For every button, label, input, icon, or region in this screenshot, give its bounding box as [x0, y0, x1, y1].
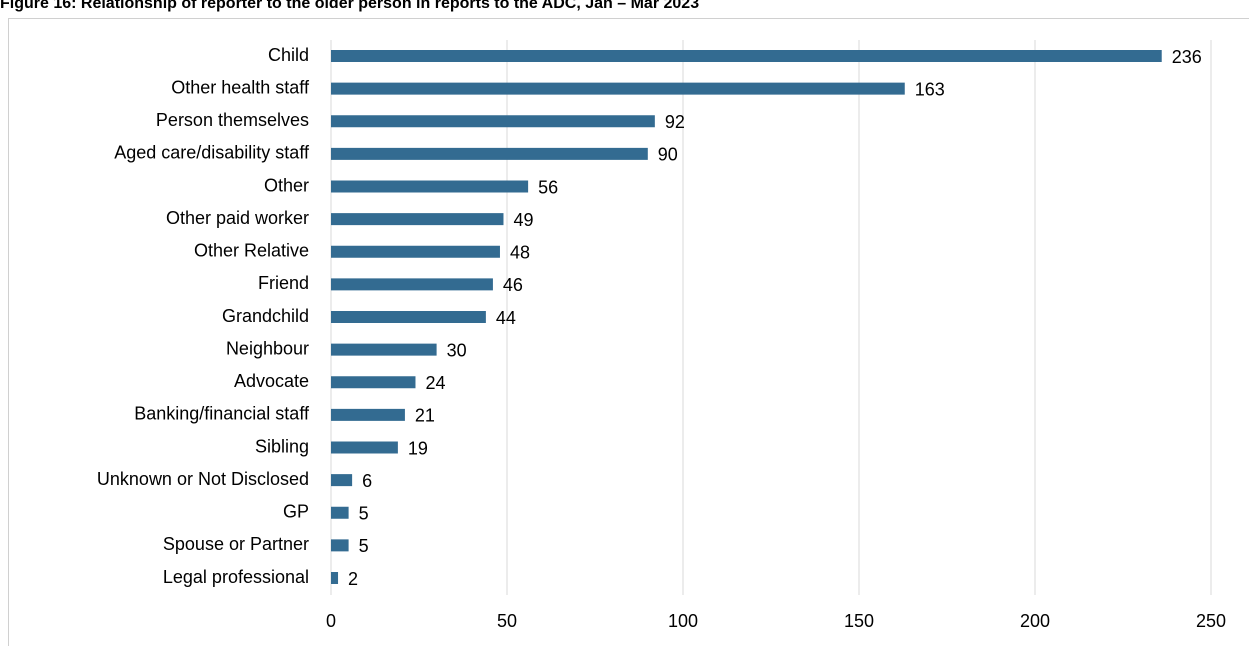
y-tick-label: GP: [283, 502, 309, 522]
bar: [331, 180, 529, 193]
bar: [331, 506, 349, 519]
value-label: 21: [415, 406, 435, 426]
value-label: 236: [1172, 47, 1202, 67]
bar: [331, 115, 655, 128]
bar: [331, 245, 500, 258]
bar: [331, 441, 398, 454]
x-tick-label: 50: [497, 611, 517, 631]
value-label: 19: [408, 438, 428, 458]
value-label: 90: [658, 145, 678, 165]
y-tick-label: Other: [264, 175, 309, 195]
y-tick-label: Other health staff: [171, 77, 310, 97]
y-tick-label: Sibling: [255, 436, 309, 456]
y-tick-label: Banking/financial staff: [134, 404, 310, 424]
bar: [331, 343, 437, 356]
bar: [331, 311, 486, 323]
value-label: 49: [513, 210, 533, 230]
value-label: 5: [359, 504, 369, 524]
bar: [331, 408, 405, 421]
chart-title: Figure 16: Relationship of reporter to t…: [0, 0, 699, 12]
value-label: 30: [447, 340, 467, 360]
y-tick-label: Other paid worker: [166, 208, 309, 228]
chart-frame: [8, 18, 1249, 646]
bar: [331, 213, 504, 226]
bar: [331, 278, 493, 291]
bar: [331, 147, 648, 160]
value-label: 56: [538, 177, 558, 197]
value-label: 92: [665, 112, 685, 132]
y-tick-label: Friend: [258, 273, 309, 293]
y-tick-label: Neighbour: [226, 338, 309, 358]
value-label: 24: [425, 373, 445, 393]
bar: [331, 82, 905, 95]
bar: [331, 572, 339, 584]
bar: [331, 474, 353, 487]
y-tick-label: Grandchild: [222, 306, 309, 326]
y-tick-label: Child: [268, 45, 309, 65]
y-tick-label: Person themselves: [156, 110, 309, 130]
y-tick-label: Spouse or Partner: [163, 534, 309, 554]
bar: [331, 376, 416, 389]
x-tick-label: 150: [844, 611, 874, 631]
bar: [331, 539, 349, 552]
y-tick-label: Unknown or Not Disclosed: [97, 469, 309, 489]
value-label: 163: [915, 79, 945, 99]
x-tick-label: 250: [1196, 611, 1226, 631]
x-tick-label: 100: [668, 611, 698, 631]
value-label: 5: [359, 536, 369, 556]
y-tick-label: Aged care/disability staff: [114, 143, 310, 163]
bar: [331, 50, 1162, 62]
y-tick-label: Other Relative: [194, 241, 309, 261]
value-label: 46: [503, 275, 523, 295]
x-tick-label: 200: [1020, 611, 1050, 631]
value-label: 2: [348, 569, 358, 589]
y-tick-label: Advocate: [234, 371, 309, 391]
value-label: 6: [362, 471, 372, 491]
y-tick-label: Legal professional: [163, 567, 309, 587]
value-label: 48: [510, 243, 530, 263]
value-label: 44: [496, 308, 516, 328]
x-tick-label: 0: [326, 611, 336, 631]
